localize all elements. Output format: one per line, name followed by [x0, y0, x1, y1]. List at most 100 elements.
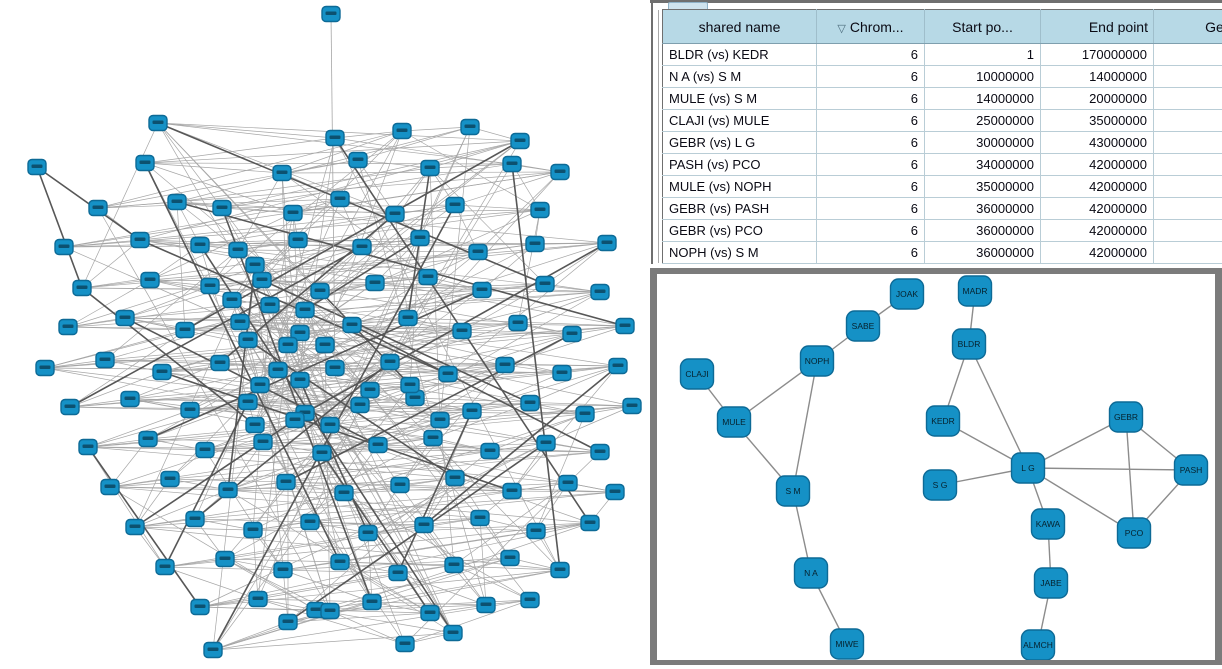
network-edge[interactable] — [968, 343, 1029, 469]
column-header-3[interactable]: End point — [1040, 9, 1154, 44]
network-edge — [252, 529, 259, 600]
network-edge — [477, 171, 561, 253]
large-network-panel — [0, 0, 651, 669]
table-row[interactable]: MULE (vs) NOPH6350000004200000010.5 — [662, 175, 1222, 198]
node-label-smudge — [139, 160, 151, 164]
network-node-na[interactable] — [793, 557, 829, 589]
network-edge — [261, 279, 531, 404]
cell-value: 10.5 — [1153, 175, 1222, 198]
network-edge[interactable] — [1125, 416, 1135, 534]
network-edge — [324, 344, 481, 519]
network-node-bldr[interactable] — [951, 328, 987, 360]
network-edge — [397, 410, 473, 574]
table-row[interactable]: GEBR (vs) L G6300000004300000016.9 — [662, 131, 1222, 154]
network-node-gebr[interactable] — [1108, 401, 1144, 433]
network-edge — [343, 482, 569, 494]
large-network-canvas[interactable] — [0, 0, 651, 669]
network-node-jabe[interactable] — [1033, 567, 1069, 599]
network-edge — [544, 242, 608, 285]
network-edge — [329, 126, 471, 426]
network-node-kedr[interactable] — [925, 405, 961, 437]
node-label-smudge — [207, 647, 219, 651]
network-node-sabe[interactable] — [845, 310, 881, 342]
network-edge — [67, 326, 573, 335]
network-edge — [147, 401, 249, 440]
network-node-claji[interactable] — [679, 358, 715, 390]
node-label-smudge — [329, 135, 341, 139]
node-label-smudge — [562, 480, 574, 484]
network-edge — [357, 126, 471, 161]
filter-icon[interactable]: ▽ — [837, 22, 846, 35]
network-edge — [334, 130, 403, 139]
network-edge — [44, 367, 491, 452]
cell-value: 36000000 — [924, 219, 1041, 242]
cell-value: 6 — [816, 241, 925, 264]
network-edge — [357, 159, 487, 606]
cell-shared-name: GEBR (vs) L G — [662, 131, 817, 154]
cell-value: 42000000 — [1040, 241, 1154, 264]
cell-value: 25000000 — [924, 109, 1041, 132]
cell-value: 6 — [816, 175, 925, 198]
network-edge — [329, 610, 406, 645]
node-label-smudge — [530, 528, 542, 532]
node-label: KAWA — [1036, 519, 1061, 529]
edge-attribute-table: shared name ▽ Chrom... Start po... End point… — [662, 9, 1222, 264]
network-node-miwe[interactable] — [829, 628, 865, 660]
table-row[interactable]: BLDR (vs) KEDR61170000000192.0 — [662, 43, 1222, 66]
network-node-madr[interactable] — [957, 275, 993, 307]
node-label-smudge — [204, 283, 216, 287]
column-header-2[interactable]: Start po... — [924, 9, 1041, 44]
column-header-4[interactable]: Genetic... — [1153, 9, 1222, 44]
node-label-smudge — [310, 607, 322, 611]
network-edge[interactable] — [1027, 467, 1192, 471]
cell-shared-name: BLDR (vs) KEDR — [662, 43, 817, 66]
network-edge — [399, 364, 506, 486]
node-label-smudge — [214, 360, 226, 364]
network-edge — [299, 309, 306, 381]
network-node-sg[interactable] — [922, 469, 958, 501]
column-header-1[interactable]: ▽ Chrom... — [816, 9, 925, 44]
network-edge — [149, 251, 479, 281]
network-node-kawa[interactable] — [1030, 508, 1066, 540]
table-row[interactable]: MULE (vs) S M614000000200000007.5 — [662, 87, 1222, 110]
node-label-smudge — [612, 363, 624, 367]
network-edge — [269, 304, 487, 606]
table-row[interactable]: GEBR (vs) PCO636000000420000008.4 — [662, 219, 1222, 242]
node-label-smudge — [524, 597, 536, 601]
table-row[interactable]: GEBR (vs) PASH636000000420000008.9 — [662, 197, 1222, 220]
node-label-smudge — [609, 489, 621, 493]
node-label-smudge — [456, 328, 468, 332]
node-label-smudge — [324, 422, 336, 426]
network-node-pash[interactable] — [1173, 454, 1209, 486]
cell-value: 43000000 — [1040, 131, 1154, 154]
node-label-smudge — [76, 285, 88, 289]
network-edge[interactable] — [792, 360, 818, 492]
network-edge — [109, 486, 317, 611]
table-row[interactable]: PASH (vs) PCO6340000004200000011.4 — [662, 153, 1222, 176]
node-label: PCO — [1125, 528, 1144, 538]
network-edge — [377, 333, 573, 446]
table-row[interactable]: N A (vs) S M610000000140000006.6 — [662, 65, 1222, 88]
panel-left-inner-divider — [658, 10, 659, 263]
table-row[interactable]: NOPH (vs) S M636000000420000009.9 — [662, 241, 1222, 264]
node-label-smudge — [254, 382, 266, 386]
node-label: JOAK — [896, 289, 919, 299]
column-header-0[interactable]: shared name — [662, 9, 817, 44]
network-node-pco[interactable] — [1116, 517, 1152, 549]
node-label-smudge — [476, 287, 488, 291]
node-label-smudge — [334, 559, 346, 563]
network-node-lg[interactable] — [1010, 452, 1046, 484]
network-edge — [247, 339, 296, 421]
table-row[interactable]: CLAJI (vs) MULE625000000350000005.9 — [662, 109, 1222, 132]
node-label-smudge — [164, 476, 176, 480]
network-node-almch[interactable] — [1020, 629, 1056, 660]
small-network-canvas[interactable]: JOAK MADR SABE BLDR NOPH CLAJI GEBR KEDR MULE L G… — [657, 274, 1215, 660]
network-edge — [221, 140, 521, 209]
network-node-noph[interactable] — [799, 345, 835, 377]
network-node-mule[interactable] — [716, 406, 752, 438]
network-node-joak[interactable] — [889, 278, 925, 310]
network-node-sm[interactable] — [775, 475, 811, 507]
network-edge — [144, 162, 341, 563]
network-edge[interactable] — [1027, 467, 1135, 534]
